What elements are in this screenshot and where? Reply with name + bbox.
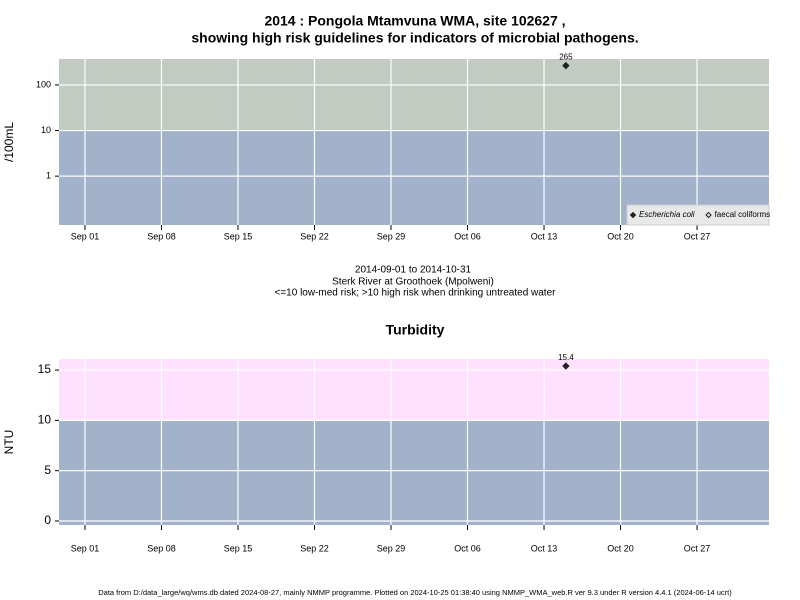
x-tick-label: Oct 20 <box>607 543 634 553</box>
x-tick-label: Sep 01 <box>71 543 100 553</box>
y-tick-label: 5 <box>44 463 51 477</box>
data-point <box>562 362 570 370</box>
site-note: Sterk River at Groothoek (Mpolweni) <box>332 277 494 288</box>
footer: Data from D:/data_large/wq/wms.db dated … <box>98 588 732 597</box>
data-label: 15.4 <box>558 353 574 362</box>
legend-box <box>626 204 770 226</box>
x-tick-label: Sep 22 <box>300 543 329 553</box>
x-tick-label: Sep 15 <box>224 231 253 241</box>
x-tick-label: Sep 29 <box>377 231 406 241</box>
x-tick-label: Sep 29 <box>377 543 406 553</box>
risk-band-high <box>59 59 769 131</box>
y-tick-label: 10 <box>38 413 52 427</box>
chart-title: 2014 : Pongola Mtamvuna WMA, site 102627… <box>264 13 565 29</box>
y-axis-label: /100mL <box>2 122 16 162</box>
legend-marker <box>629 211 637 219</box>
y-tick-label: 1 <box>46 171 51 181</box>
data-point <box>562 61 570 70</box>
y-axis-label: NTU <box>2 430 16 455</box>
legend-label: faecal coliforms <box>715 210 771 219</box>
x-tick-label: Oct 27 <box>684 231 711 241</box>
x-tick-label: Sep 15 <box>224 543 253 553</box>
chart-title: Turbidity <box>386 322 445 338</box>
x-tick-label: Sep 08 <box>147 231 176 241</box>
x-tick-label: Sep 08 <box>147 543 176 553</box>
chart-title: showing high risk guidelines for indicat… <box>191 30 638 46</box>
x-tick-label: Oct 06 <box>454 543 481 553</box>
period-note: 2014-09-01 to 2014-10-31 <box>355 265 472 276</box>
legend-marker <box>705 211 712 219</box>
legend-label: Escherichia coli <box>639 210 695 219</box>
data-label: 265 <box>559 53 573 62</box>
y-tick-label: 15 <box>38 362 52 376</box>
x-tick-label: Oct 20 <box>607 231 634 241</box>
risk-band-low <box>59 420 769 525</box>
x-tick-label: Oct 27 <box>684 543 711 553</box>
x-tick-label: Sep 01 <box>71 231 100 241</box>
risk-band-high <box>59 359 769 421</box>
risk-note: <=10 low-med risk; >10 high risk when dr… <box>275 288 557 299</box>
x-tick-label: Oct 13 <box>531 543 558 553</box>
y-tick-label: 10 <box>41 125 51 135</box>
x-tick-label: Oct 06 <box>454 231 481 241</box>
y-tick-label: 100 <box>36 79 51 89</box>
y-tick-label: 0 <box>44 513 51 527</box>
x-tick-label: Oct 13 <box>531 231 558 241</box>
x-tick-label: Sep 22 <box>300 231 329 241</box>
